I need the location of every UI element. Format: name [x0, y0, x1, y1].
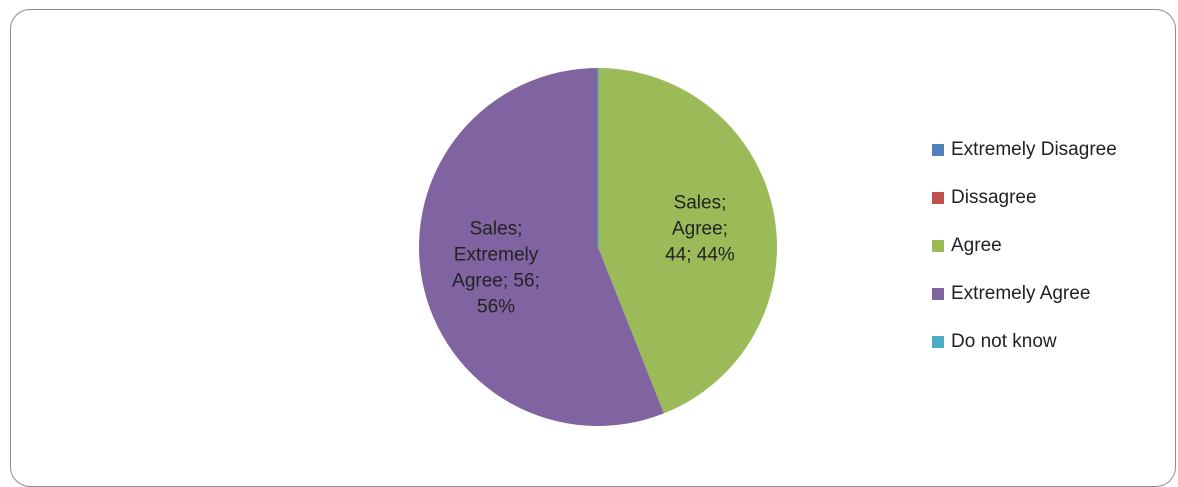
- data-label-line: 56%: [477, 296, 515, 317]
- legend-label-extremely-agree: Extremely Agree: [951, 283, 1091, 304]
- data-label-agree: Sales; Agree; 44; 44%: [665, 193, 735, 266]
- legend-swatch-do-not-know: [932, 336, 944, 348]
- legend-item-dissagree: Dissagree: [932, 186, 1172, 210]
- data-label-line: Agree;: [672, 219, 728, 240]
- legend-swatch-dissagree: [932, 192, 944, 204]
- legend-label-extremely-disagree: Extremely Disagree: [951, 139, 1117, 160]
- legend: Extremely Disagree Dissagree Agree Extre…: [932, 138, 1172, 378]
- legend-swatch-extremely-agree: [932, 288, 944, 300]
- data-label-line: 44; 44%: [665, 245, 735, 266]
- legend-swatch-agree: [932, 240, 944, 252]
- legend-item-do-not-know: Do not know: [932, 330, 1172, 354]
- pie-slice-agree: [598, 68, 777, 414]
- legend-label-dissagree: Dissagree: [951, 187, 1037, 208]
- legend-label-agree: Agree: [951, 235, 1002, 256]
- data-label-line: Sales;: [674, 193, 727, 214]
- legend-item-extremely-agree: Extremely Agree: [932, 282, 1172, 306]
- legend-item-extremely-disagree: Extremely Disagree: [932, 138, 1172, 162]
- data-label-extremely-agree: Sales; Extremely Agree; 56; 56%: [452, 218, 540, 317]
- legend-swatch-extremely-disagree: [932, 144, 944, 156]
- data-label-line: Extremely: [454, 244, 539, 265]
- data-label-line: Sales;: [470, 218, 523, 239]
- legend-label-do-not-know: Do not know: [951, 331, 1057, 352]
- pie-slice-extremely-agree: [418, 68, 664, 426]
- legend-item-agree: Agree: [932, 234, 1172, 258]
- data-label-line: Agree; 56;: [452, 270, 540, 291]
